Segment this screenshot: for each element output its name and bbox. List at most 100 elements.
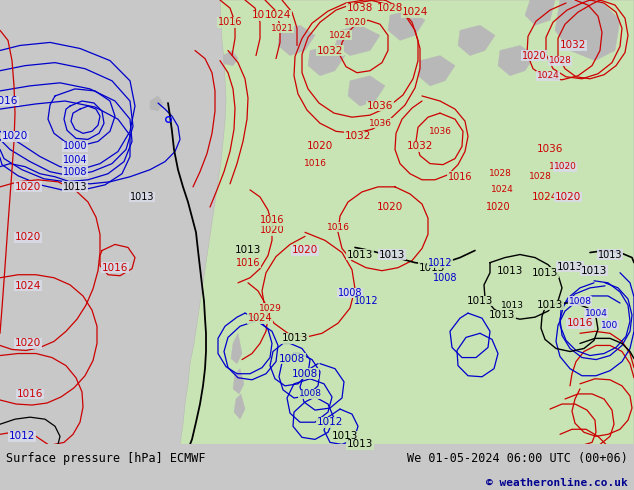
Polygon shape — [555, 0, 620, 61]
Polygon shape — [335, 25, 380, 55]
Text: 1016: 1016 — [0, 96, 18, 106]
Text: 1013: 1013 — [497, 266, 523, 276]
Text: 1013: 1013 — [130, 192, 154, 202]
Text: 1016: 1016 — [304, 159, 327, 168]
Text: 1013: 1013 — [281, 333, 308, 343]
Text: 1024: 1024 — [248, 313, 273, 323]
Text: 1020: 1020 — [522, 50, 547, 61]
Text: 1024: 1024 — [402, 7, 428, 17]
Text: 1013: 1013 — [378, 249, 405, 260]
Text: 1020: 1020 — [15, 339, 41, 348]
Polygon shape — [388, 10, 425, 40]
Text: 1024: 1024 — [265, 10, 291, 20]
Text: 1020: 1020 — [377, 202, 403, 212]
Text: 1016: 1016 — [567, 318, 593, 328]
Text: 1008: 1008 — [433, 273, 457, 283]
Text: 1028: 1028 — [377, 3, 403, 13]
Text: 1008: 1008 — [292, 369, 318, 379]
Text: 1008: 1008 — [569, 296, 592, 305]
Text: 1016: 1016 — [448, 172, 472, 182]
Polygon shape — [525, 0, 555, 25]
Text: 1036: 1036 — [537, 145, 563, 154]
Text: 1024: 1024 — [536, 71, 559, 80]
Text: 1016: 1016 — [17, 389, 43, 399]
Text: 1013: 1013 — [347, 249, 373, 260]
Text: 1024: 1024 — [328, 31, 351, 40]
Text: 1024: 1024 — [15, 281, 41, 291]
Text: 1020: 1020 — [2, 131, 28, 141]
Text: 1032: 1032 — [317, 46, 343, 55]
Text: 1020: 1020 — [555, 192, 581, 202]
Text: 1013: 1013 — [347, 440, 373, 449]
Text: 1013: 1013 — [581, 266, 607, 276]
Text: 1028: 1028 — [548, 56, 571, 65]
Polygon shape — [233, 368, 244, 394]
Polygon shape — [231, 333, 242, 364]
Text: 1013: 1013 — [537, 300, 563, 310]
Text: 1028: 1028 — [489, 169, 512, 178]
Polygon shape — [418, 55, 455, 86]
Polygon shape — [458, 25, 495, 55]
Text: 1032: 1032 — [345, 131, 371, 141]
Text: 1013: 1013 — [598, 249, 622, 260]
Text: 1013: 1013 — [500, 300, 524, 310]
Text: 1020: 1020 — [307, 142, 333, 151]
Text: 1032: 1032 — [407, 142, 433, 151]
Text: 1008: 1008 — [279, 354, 305, 364]
Text: 1013: 1013 — [419, 263, 445, 272]
Text: 1013: 1013 — [332, 431, 358, 441]
Text: 1020: 1020 — [486, 202, 510, 212]
Text: 1020: 1020 — [252, 10, 278, 20]
Text: 1012: 1012 — [354, 296, 378, 306]
Text: 1016: 1016 — [217, 17, 242, 27]
Text: 1012: 1012 — [428, 258, 452, 268]
Text: 1013: 1013 — [557, 262, 583, 271]
Text: 1004: 1004 — [63, 154, 87, 165]
Text: 1016: 1016 — [327, 223, 349, 232]
Text: 1016: 1016 — [260, 215, 284, 225]
Text: 1028: 1028 — [529, 172, 552, 181]
Polygon shape — [223, 50, 238, 66]
Text: 1020: 1020 — [260, 225, 284, 235]
Text: 1013: 1013 — [63, 182, 87, 192]
Text: 1036: 1036 — [429, 127, 451, 136]
Text: 1013: 1013 — [532, 268, 558, 278]
Text: 1000: 1000 — [63, 142, 87, 151]
Text: 1020: 1020 — [553, 162, 576, 171]
Polygon shape — [278, 25, 315, 55]
Text: 1029: 1029 — [259, 304, 281, 313]
Text: 1036: 1036 — [368, 119, 392, 128]
Polygon shape — [348, 76, 385, 106]
Polygon shape — [308, 46, 345, 76]
Text: 1036: 1036 — [367, 101, 393, 111]
Text: 1020: 1020 — [292, 245, 318, 255]
Text: © weatheronline.co.uk: © weatheronline.co.uk — [486, 478, 628, 488]
Text: 1004: 1004 — [585, 309, 607, 318]
Text: 1008: 1008 — [338, 288, 362, 298]
Text: 1008: 1008 — [63, 167, 87, 177]
Polygon shape — [180, 0, 634, 444]
Text: We 01-05-2024 06:00 UTC (00+06): We 01-05-2024 06:00 UTC (00+06) — [407, 452, 628, 465]
Text: 1016: 1016 — [236, 258, 260, 268]
Text: 1020: 1020 — [344, 18, 366, 27]
Text: 1020: 1020 — [15, 182, 41, 192]
Text: 100: 100 — [602, 321, 619, 330]
Text: Surface pressure [hPa] ECMWF: Surface pressure [hPa] ECMWF — [6, 452, 206, 465]
Text: 1024: 1024 — [491, 185, 514, 195]
Text: 1008: 1008 — [299, 390, 321, 398]
Polygon shape — [498, 46, 535, 76]
Text: 1024: 1024 — [532, 192, 558, 202]
Text: 1036: 1036 — [548, 162, 571, 171]
Text: 1032: 1032 — [560, 41, 586, 50]
Text: 1021: 1021 — [271, 24, 294, 33]
Text: 1012: 1012 — [9, 431, 36, 441]
Polygon shape — [234, 394, 245, 419]
Text: 1016: 1016 — [102, 263, 128, 272]
Text: 1013: 1013 — [489, 310, 515, 320]
Text: 1013: 1013 — [467, 296, 493, 306]
Text: 1012: 1012 — [317, 417, 343, 427]
Polygon shape — [150, 96, 163, 111]
Text: 1013: 1013 — [235, 245, 261, 255]
Text: 1038: 1038 — [347, 3, 373, 13]
Text: 1020: 1020 — [15, 232, 41, 243]
